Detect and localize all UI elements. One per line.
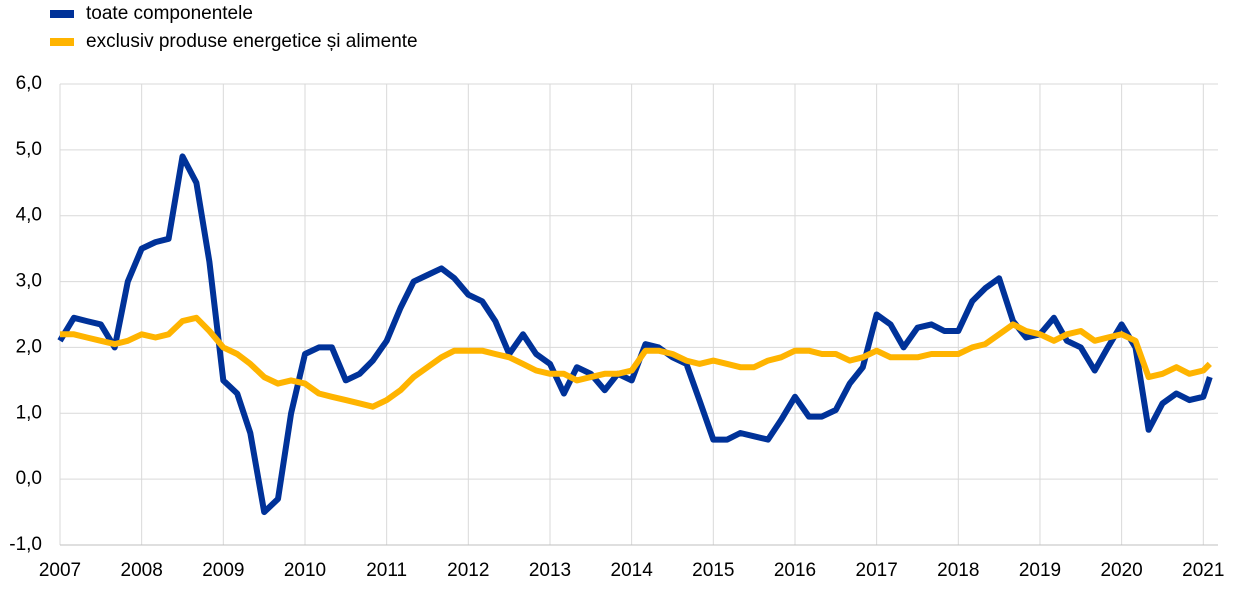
y-tick-label: 2,0	[16, 336, 42, 357]
y-tick-label: 6,0	[16, 73, 42, 94]
y-tick-label: 1,0	[16, 402, 42, 423]
legend-swatch	[50, 10, 74, 18]
x-tick-label: 2018	[937, 560, 979, 581]
legend-label: toate componentele	[86, 3, 253, 24]
x-tick-label: 2007	[39, 560, 81, 581]
x-tick-label: 2020	[1100, 560, 1142, 581]
x-tick-label: 2019	[1019, 560, 1061, 581]
x-tick-label: 2015	[692, 560, 734, 581]
x-tick-label: 2014	[611, 560, 654, 581]
x-tick-label: 2010	[284, 560, 326, 581]
y-tick-label: 3,0	[16, 271, 42, 292]
x-tick-label: 2013	[529, 560, 571, 581]
y-tick-label: -1,0	[9, 534, 42, 555]
legend-swatch	[50, 38, 74, 46]
legend-label: exclusiv produse energetice și alimente	[86, 31, 418, 52]
y-tick-label: 0,0	[16, 468, 42, 489]
x-tick-label: 2016	[774, 560, 816, 581]
x-tick-label: 2008	[121, 560, 163, 581]
y-tick-label: 4,0	[16, 205, 42, 226]
x-tick-label: 2011	[366, 560, 407, 581]
x-tick-label: 2017	[856, 560, 898, 581]
x-tick-label: 2009	[202, 560, 244, 581]
x-tick-label: 2012	[447, 560, 489, 581]
x-tick-label: 2021	[1182, 560, 1224, 581]
line-series	[60, 314, 1212, 410]
y-tick-label: 5,0	[16, 139, 42, 160]
